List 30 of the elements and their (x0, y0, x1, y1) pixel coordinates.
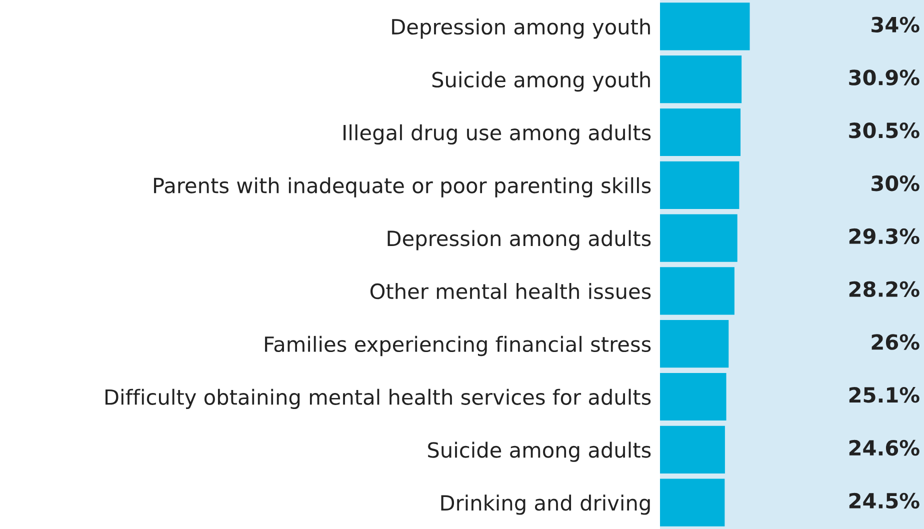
y-tick-label: Difficulty obtaining mental health services for adults (106, 388, 651, 409)
data-label: 24.6% (849, 440, 920, 456)
y-tick-label: Parents with inadequate or poor parenting skills (154, 177, 651, 198)
bar (660, 372, 726, 421)
bar (660, 2, 750, 50)
bar (660, 426, 725, 474)
bar (660, 267, 734, 315)
y-tick-label: Illegal drug use among adults (344, 124, 651, 144)
data-label: 28.2% (849, 281, 920, 297)
data-label: 24.5% (849, 492, 920, 509)
data-label: 30% (872, 175, 920, 192)
y-tick-label: Other mental health issues (370, 283, 651, 300)
y-tick-label: Suicide among youth (432, 71, 650, 92)
data-label: 29.3% (849, 228, 920, 244)
bar (660, 320, 729, 368)
data-label: 25.1% (849, 387, 920, 403)
y-tick-label: Suicide among adults (428, 442, 651, 462)
data-label: 30.9% (849, 70, 920, 86)
data-label: 34% (872, 16, 920, 32)
bar (660, 56, 742, 104)
bar (660, 161, 740, 209)
y-tick-label: Drinking and driving (441, 494, 650, 515)
bar (660, 478, 725, 526)
bar (660, 108, 741, 156)
y-tick-label: Depression among youth (392, 18, 650, 39)
data-label: 26% (872, 334, 920, 350)
bar (660, 214, 738, 262)
data-label: 30.5% (849, 122, 920, 138)
y-tick-label: Families experiencing financial stress (265, 336, 651, 356)
y-tick-label: Depression among adults (388, 230, 651, 250)
